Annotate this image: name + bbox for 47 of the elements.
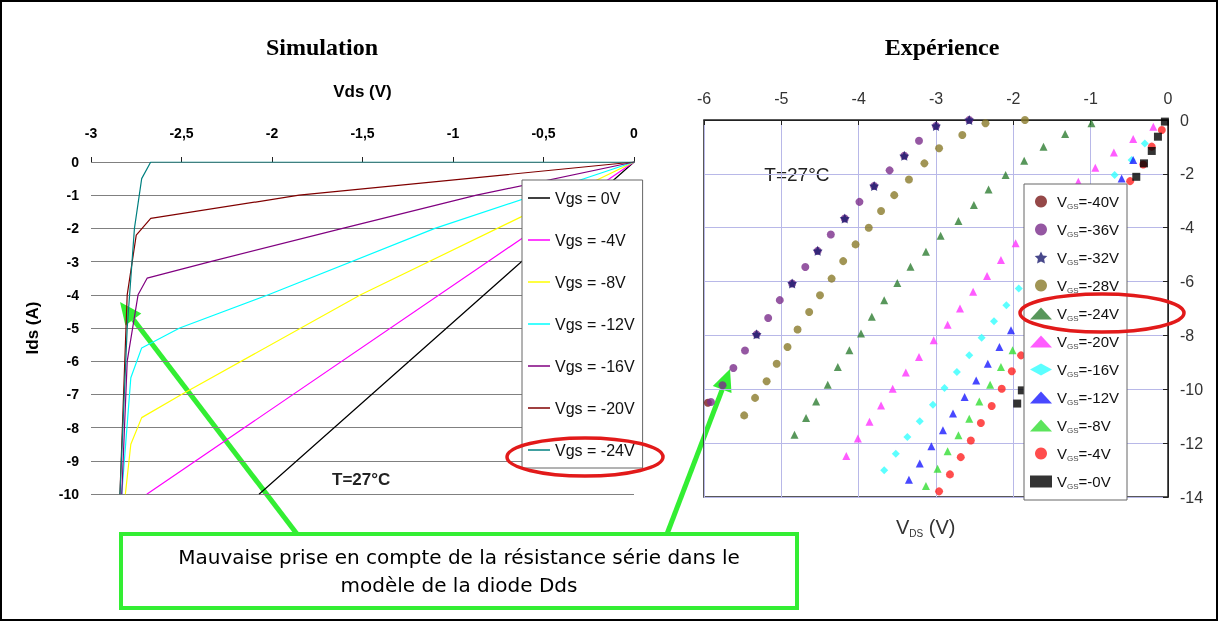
x-tick-label: -6 [696,89,712,107]
y-tick-label: 0 [71,154,80,170]
y-tick-label: -6 [66,353,80,370]
legend-label: Vgs = -20V [555,399,635,417]
y-tick-label: -10 [58,486,80,502]
x-tick-label: -2,5 [169,125,194,141]
y-tick-label: -8 [66,419,80,436]
y-tick-label: -7 [66,386,80,403]
y-tick-label: -2 [1180,165,1195,183]
x-tick-label: -4 [851,89,866,107]
y-tick-label: -2 [66,220,80,237]
x-tick-label: 0 [630,125,639,141]
y-tick-label: -4 [66,286,80,303]
y-tick-label: -4 [1180,219,1195,237]
text: Mauvaise prise en compte de la résistance série dans le modèle de la diode Dds [119,532,799,610]
x-tick-label: -2 [265,125,279,141]
x-tick-label: -5 [774,89,789,107]
y-tick-label: -5 [66,320,80,336]
x-tick-label: -2 [1006,89,1021,107]
x-tick-label: -3 [928,89,944,107]
x-tick-label: -1,5 [350,125,375,141]
x-tick-label: -1 [1083,89,1098,107]
chart-title: Simulation [266,34,379,60]
x-tick-label: -0,5 [531,125,556,141]
y-tick-label: -9 [66,452,80,469]
y-tick-label: -14 [1180,488,1204,506]
y-tick-label: 0 [1180,111,1189,129]
y-tick-label: -6 [1180,273,1195,291]
legend-label: Vgs = -12V [555,315,635,333]
y-tick-label: -12 [1180,434,1204,452]
y-tick-label: -10 [1180,380,1204,398]
legend-label: Vgs = -24V [555,441,635,459]
y-axis-title: Ids (A) [23,301,42,355]
y-tick-label: -1 [66,187,80,204]
legend-label: Vgs = -4V [555,231,627,249]
chart-title: Expérience [884,34,1000,60]
legend-label: Vgs = -16V [555,357,635,375]
x-axis-title: Vds (V) [333,82,392,101]
x-tick-label: -3 [84,125,98,141]
y-tick-label: -3 [66,253,80,270]
y-tick-label: -8 [1180,326,1195,344]
annotation: T=27°C [332,469,391,489]
legend-label: Vgs = 0V [555,189,621,207]
x-tick-label: -1 [446,125,460,141]
annotation: T=27°C [764,164,830,186]
legend-label: Vgs = -8V [555,273,627,291]
x-tick-label: 0 [1163,89,1173,107]
